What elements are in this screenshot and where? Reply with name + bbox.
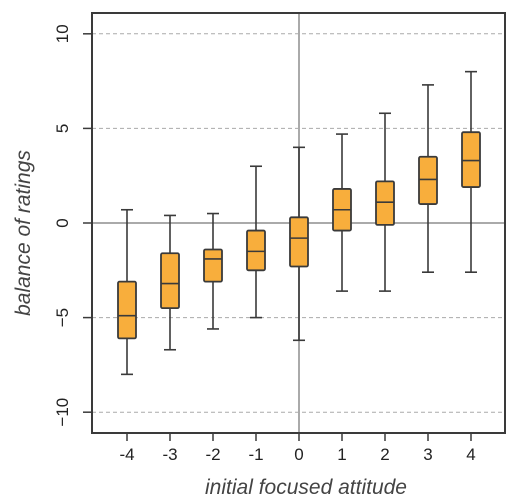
box--4 bbox=[117, 208, 137, 376]
box-0 bbox=[289, 146, 309, 342]
box-iqr bbox=[375, 180, 395, 226]
x-tick-label: -1 bbox=[248, 445, 263, 464]
box-iqr bbox=[289, 216, 309, 268]
box--2 bbox=[203, 212, 223, 330]
box-iqr bbox=[461, 131, 481, 188]
boxes-layer bbox=[117, 70, 481, 376]
x-tick-label: 3 bbox=[423, 445, 432, 464]
x-tick-label: 0 bbox=[294, 445, 303, 464]
box-iqr bbox=[117, 280, 137, 340]
box-iqr bbox=[160, 252, 180, 310]
box-4 bbox=[461, 70, 481, 273]
y-axis-title: balance of ratings bbox=[12, 150, 35, 316]
x-tick-label: -2 bbox=[205, 445, 220, 464]
y-tick-label: −5 bbox=[53, 308, 72, 327]
y-tick-label: −10 bbox=[53, 398, 72, 427]
x-axis-title: initial focused attitude bbox=[205, 476, 407, 499]
box-2 bbox=[375, 112, 395, 292]
y-tick-label: 0 bbox=[53, 218, 72, 227]
box-3 bbox=[418, 84, 438, 273]
y-tick-label: 5 bbox=[53, 124, 72, 133]
x-tick-label: 1 bbox=[337, 445, 346, 464]
tick-marks bbox=[83, 33, 472, 441]
box-1 bbox=[332, 133, 352, 292]
box-iqr bbox=[203, 248, 223, 283]
box--1 bbox=[246, 165, 266, 319]
y-tick-label: 10 bbox=[53, 24, 72, 43]
x-tick-label: 2 bbox=[380, 445, 389, 464]
x-tick-label: -3 bbox=[162, 445, 177, 464]
x-tick-label: 4 bbox=[466, 445, 475, 464]
tick-labels: −10 −5 0 5 10 -4 -3 -2 -1 0 1 2 3 4 bbox=[53, 24, 476, 464]
x-tick-label: -4 bbox=[119, 445, 134, 464]
box-iqr bbox=[246, 229, 266, 272]
box-iqr bbox=[418, 155, 438, 205]
box--3 bbox=[160, 214, 180, 351]
